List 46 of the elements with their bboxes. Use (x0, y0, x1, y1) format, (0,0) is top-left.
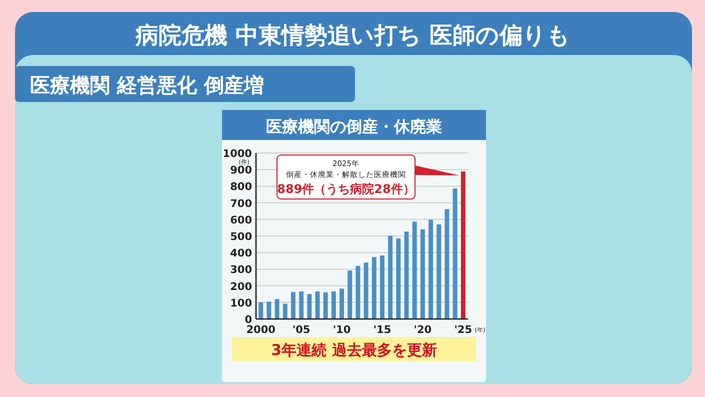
bar (356, 266, 360, 319)
bar (282, 304, 288, 319)
y-tick-label: 600 (230, 214, 252, 226)
text: 3年連続 過去最多を更新 (271, 341, 437, 359)
bar (323, 292, 328, 319)
y-tick-label: 1000 (222, 148, 252, 160)
y-tick-label: 500 (230, 231, 252, 243)
bar (372, 257, 376, 319)
y-tick-label: 800 (230, 181, 252, 194)
bar (258, 302, 264, 319)
bar (348, 270, 352, 319)
bar (274, 299, 280, 319)
bar (452, 188, 458, 319)
y-tick-label: 0 (244, 314, 252, 326)
bar (388, 236, 393, 319)
y-tick-label: 100 (230, 297, 252, 310)
bar (436, 224, 442, 319)
bar (331, 291, 336, 319)
x-tick-label: '20 (414, 324, 432, 336)
y-tick-label: 200 (230, 280, 252, 293)
bar (307, 294, 312, 319)
bar (364, 262, 368, 319)
annotation: 889件（うち病院28件） (277, 182, 415, 196)
y-tick-label: 300 (230, 264, 252, 276)
bar (340, 288, 344, 319)
y-tick-label: 400 (230, 248, 252, 260)
x-tick-label: 2000 (246, 324, 276, 336)
bar (290, 292, 296, 319)
bar (460, 171, 466, 319)
bar (380, 255, 384, 319)
bar (299, 291, 304, 319)
text: 医療機関 経営悪化 倒産増 (30, 73, 264, 97)
x-tick-label: '05 (292, 324, 310, 336)
x-tick-label: '15 (373, 324, 392, 336)
bar (266, 302, 272, 319)
bar (420, 229, 425, 319)
y-tick-label: 700 (230, 198, 252, 210)
text: 病院危機 中東情勢追い打ち 医師の偏りも (134, 23, 571, 49)
bar (428, 220, 434, 319)
chart-title: 医療機関の倒産・休廃業 (266, 117, 442, 136)
y-tick-label: 900 (230, 164, 252, 177)
x-tick-label: '25 (454, 324, 472, 336)
x-tick-label: '10 (332, 324, 351, 336)
bar (444, 209, 450, 319)
bar (412, 222, 417, 319)
bar (396, 238, 401, 319)
